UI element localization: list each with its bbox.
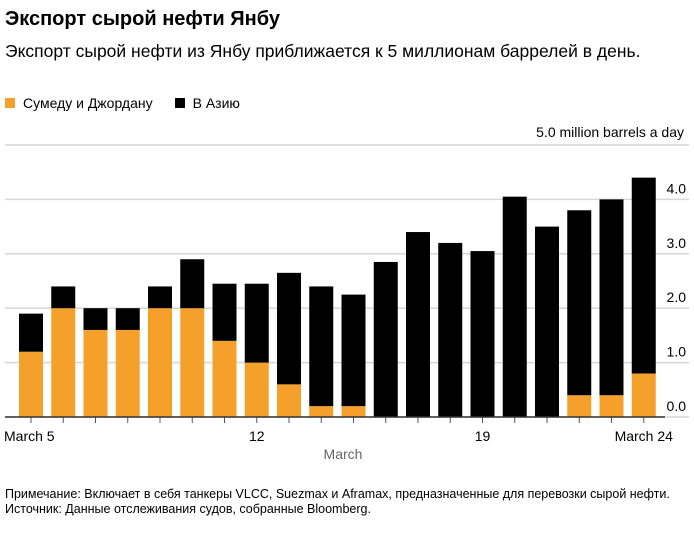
bar-sumed xyxy=(19,351,43,417)
bar-asia xyxy=(470,251,495,417)
bar-asia xyxy=(567,210,592,396)
bar-sumed xyxy=(83,329,108,417)
bar-sumed xyxy=(148,308,172,417)
bar-asia xyxy=(438,242,463,417)
bar-asia xyxy=(631,177,656,374)
bar-sumed xyxy=(631,373,656,417)
bar-asia xyxy=(341,294,366,407)
bar-sumed xyxy=(567,395,592,417)
bar-sumed xyxy=(309,406,334,417)
legend-label: В Азию xyxy=(192,95,240,111)
y-tick-label: 3.0 xyxy=(667,235,687,251)
bar-asia xyxy=(599,199,624,396)
bar-asia xyxy=(406,232,430,417)
legend-swatch xyxy=(5,98,15,108)
legend-item-sumed: Сумеду и Джордану xyxy=(5,95,153,111)
bar-asia xyxy=(535,226,559,417)
bar-asia xyxy=(309,286,334,407)
bar-asia xyxy=(244,283,269,363)
y-tick-label: 4.0 xyxy=(667,180,687,196)
legend: Сумеду и Джордану В Азию xyxy=(5,95,240,111)
bar-chart: 0.0 1.0 2.0 3.0 4.0 March 5 12 19 March 24 March xyxy=(4,144,689,462)
bar-sumed xyxy=(341,406,366,417)
bar-asia xyxy=(115,308,140,330)
bar-asia xyxy=(180,259,205,309)
bar-asia xyxy=(212,283,237,341)
bar-sumed xyxy=(180,308,205,417)
y-tick-label: 0.0 xyxy=(667,398,687,414)
bar-sumed xyxy=(244,362,269,417)
x-axis-label: March xyxy=(324,446,363,462)
x-tick-label: March 24 xyxy=(615,428,674,444)
bar-sumed xyxy=(51,308,76,417)
legend-item-asia: В Азию xyxy=(174,95,240,111)
bar-sumed xyxy=(599,395,624,417)
legend-label: Сумеду и Джордану xyxy=(23,95,153,111)
bar-asia xyxy=(148,286,172,309)
chart-title: Экспорт сырой нефти Янбу xyxy=(5,8,280,30)
footnote: Примечание: Включает в себя танкеры VLCC… xyxy=(5,487,670,501)
bar-asia xyxy=(277,272,301,385)
chart-subtitle: Экспорт сырой нефти из Янбу приближается… xyxy=(5,41,641,61)
legend-swatch xyxy=(174,98,185,108)
bar-sumed xyxy=(115,329,140,417)
y-tick-label: 1.0 xyxy=(667,344,687,360)
x-tick-label: 19 xyxy=(475,428,491,444)
footer: Примечание: Включает в себя танкеры VLCC… xyxy=(5,487,685,517)
bar-asia xyxy=(502,196,527,417)
bar-asia xyxy=(83,308,108,330)
bar-asia xyxy=(51,286,76,309)
bar-sumed xyxy=(212,340,237,417)
bar-asia xyxy=(373,261,398,417)
x-tick-label: 12 xyxy=(249,428,265,444)
bar-asia xyxy=(19,313,43,352)
bar-sumed xyxy=(277,384,301,417)
unit-label: 5.0 million barrels a day xyxy=(536,124,684,140)
source: Источник: Данные отслеживания судов, соб… xyxy=(5,502,371,516)
y-tick-label: 2.0 xyxy=(667,289,687,305)
x-tick-label: March 5 xyxy=(4,428,55,444)
